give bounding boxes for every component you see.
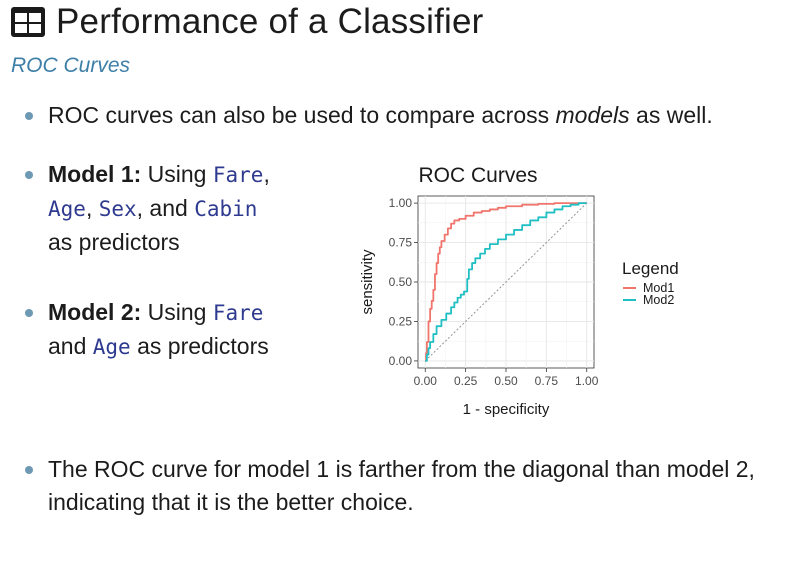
bullet-text: as predictors [48, 229, 180, 255]
x-tick-label: 1.00 [575, 374, 599, 388]
page-title: Performance of a Classifier [56, 2, 484, 41]
y-axis: 0.00 0.25 0.50 0.75 1.00 [389, 196, 418, 368]
x-tick-label: 0.25 [454, 374, 478, 388]
legend-title: Legend [622, 259, 679, 278]
bullet-model-1: Model 1: Using Fare, Age, Sex, and Cabin… [25, 158, 283, 259]
code-fare: Fare [212, 301, 264, 325]
bullet-text: , [85, 195, 99, 221]
y-tick-label: 0.75 [389, 236, 413, 250]
x-tick-label: 0.75 [535, 374, 559, 388]
roc-chart: ROC Curves 0.00 0.25 0.50 0.75 1.00 0.00 0.25… [359, 164, 679, 418]
legend-label-mod2: Mod2 [643, 293, 674, 307]
bullet-model-2: Model 2: Using Fare and Age as predictor… [25, 296, 283, 364]
bullet-text: as well. [629, 102, 713, 128]
bullet-conclusion: The ROC curve for model 1 is farther fro… [25, 453, 788, 519]
x-axis: 0.00 0.25 0.50 0.75 1.00 [414, 368, 599, 388]
bullet-text: ROC curves can also be used to compare a… [48, 102, 556, 128]
code-age: Age [48, 197, 86, 221]
code-sex: Sex [98, 197, 137, 221]
series-layer [425, 202, 587, 362]
y-tick-label: 0.50 [389, 275, 413, 289]
y-tick-label: 1.00 [389, 196, 413, 210]
series-line-mod2 [425, 202, 587, 362]
bullet-text: and [48, 333, 93, 359]
bullet-text: , [263, 161, 270, 187]
code-age: Age [92, 335, 131, 359]
code-fare: Fare [212, 163, 264, 187]
legend-label-mod1: Mod1 [643, 281, 674, 295]
bullet-emphasis: models [555, 102, 630, 128]
table-icon [11, 7, 45, 37]
chart-title: ROC Curves [418, 164, 537, 187]
bullet-compare-models: ROC curves can also be used to compare a… [25, 99, 788, 132]
diagonal-reference-line [424, 202, 588, 362]
y-tick-label: 0.00 [389, 354, 413, 368]
x-tick-label: 0.50 [494, 374, 518, 388]
bullet-text: , and [136, 195, 195, 221]
bullet-text: as predictors [130, 333, 269, 359]
x-tick-label: 0.00 [414, 374, 438, 388]
series-line-mod1 [425, 202, 587, 362]
page-subtitle: ROC Curves [11, 54, 131, 77]
y-tick-label: 0.25 [389, 314, 413, 328]
slide-header: Performance of a Classifier [10, 2, 484, 42]
bullet-label: Model 2: [48, 299, 142, 325]
bullet-label: Model 1: [48, 161, 142, 187]
bullet-text: Using [141, 161, 213, 187]
y-axis-title: sensitivity [359, 249, 376, 315]
code-cabin: Cabin [194, 197, 258, 221]
x-axis-title: 1 - specificity [463, 401, 550, 418]
bullet-text: Using [141, 299, 213, 325]
